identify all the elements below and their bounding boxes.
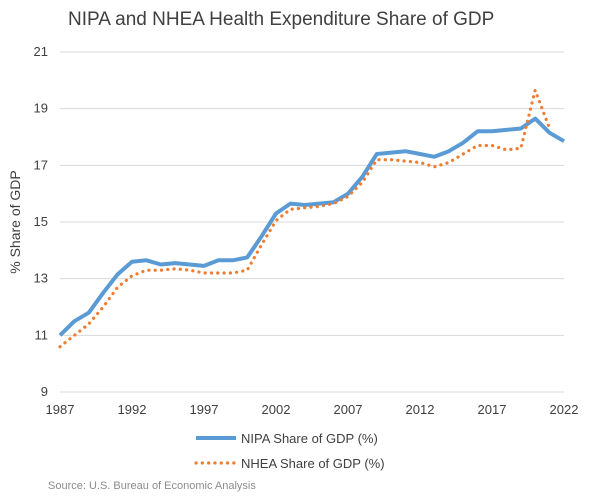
y-axis-label: % Share of GDP [7,170,23,274]
legend-label-1: NIPA Share of GDP (%) [241,431,378,446]
x-tick-label: 1992 [118,402,147,417]
x-axis-ticks: 1987 1992 1997 2002 2007 2012 2017 2022 [46,402,579,417]
x-tick-label: 1997 [190,402,219,417]
series-line-2 [58,84,552,349]
y-tick-label: 13 [34,271,48,286]
series-line-1 [58,116,566,337]
gridlines [60,51,564,393]
y-axis-ticks: 9 11 13 15 17 19 21 [34,44,48,399]
x-tick-label: 2007 [334,402,363,417]
y-tick-label: 17 [34,157,48,172]
y-tick-label: 21 [34,44,48,59]
y-tick-label: 9 [41,384,48,399]
y-tick-label: 19 [34,101,48,116]
source-note: Source: U.S. Bureau of Economic Analysis [48,480,256,492]
legend-label-2: NHEA Share of GDP (%) [241,456,385,471]
chart-title: NIPA and NHEA Health Expenditure Share o… [68,9,494,30]
x-tick-label: 2012 [406,402,435,417]
series-lines [58,84,566,349]
legend: NIPA Share of GDP (%) NHEA Share of GDP (… [194,431,385,471]
x-tick-label: 2022 [550,402,579,417]
x-tick-label: 1987 [46,402,75,417]
y-tick-label: 11 [35,327,49,342]
x-tick-label: 2002 [262,402,291,417]
y-tick-label: 15 [34,214,48,229]
x-tick-label: 2017 [478,402,507,417]
